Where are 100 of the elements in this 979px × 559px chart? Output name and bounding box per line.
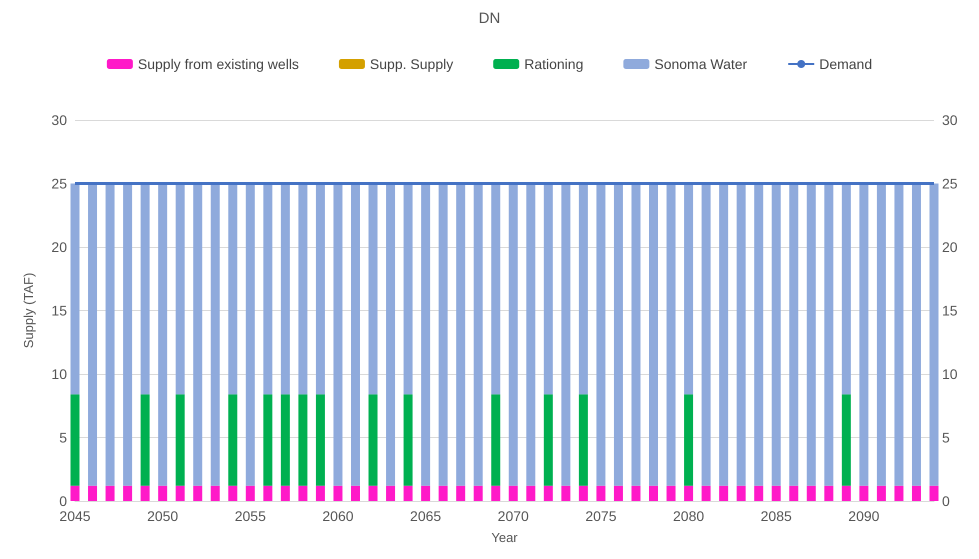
bar — [930, 184, 938, 486]
bar — [491, 394, 500, 486]
bar — [316, 394, 325, 486]
bar — [631, 184, 640, 486]
y2-tick-label: 20 — [942, 239, 958, 255]
bar — [596, 486, 606, 501]
bar — [684, 486, 694, 501]
x-axis-title: Year — [491, 530, 518, 545]
x-tick-label: 2065 — [410, 508, 442, 524]
y-axis-title: Supply (TAF) — [21, 272, 36, 348]
y2-tick-label: 5 — [942, 430, 950, 446]
bar — [912, 184, 921, 486]
bar — [350, 486, 360, 501]
bar — [614, 486, 623, 501]
bar — [386, 486, 396, 501]
bar — [666, 184, 676, 486]
y-tick-label: 5 — [59, 430, 68, 446]
bar — [578, 486, 588, 501]
bar — [474, 184, 483, 486]
x-tick-label: 2075 — [585, 508, 617, 524]
bar — [684, 184, 694, 394]
bar — [772, 184, 781, 486]
bar — [526, 486, 536, 501]
bar — [228, 184, 238, 394]
bar — [859, 184, 868, 486]
bar — [736, 184, 746, 486]
bar — [298, 394, 308, 486]
bar — [912, 486, 921, 501]
bar — [421, 184, 430, 486]
bar — [789, 184, 798, 486]
bar — [842, 184, 851, 394]
bar — [894, 184, 904, 486]
bar — [246, 486, 255, 501]
bar — [561, 184, 570, 486]
bar — [719, 184, 728, 486]
bar — [368, 394, 378, 486]
bar — [772, 486, 781, 501]
bar — [158, 486, 168, 501]
bar — [368, 486, 378, 501]
bar — [193, 486, 202, 501]
bar — [263, 184, 272, 394]
bar — [876, 486, 886, 501]
bar — [438, 184, 448, 486]
bar — [176, 394, 185, 486]
bar — [806, 486, 816, 501]
bar — [263, 486, 272, 501]
bar — [736, 486, 746, 501]
bar — [578, 394, 588, 486]
x-tick-label: 2050 — [147, 508, 178, 524]
bar — [350, 184, 360, 486]
y2-tick-label: 10 — [942, 366, 958, 382]
legend-label: Demand — [819, 56, 872, 72]
legend-label: Rationing — [524, 56, 584, 72]
y2-tick-label: 30 — [942, 112, 958, 128]
bar — [649, 486, 658, 501]
bar — [88, 184, 98, 486]
bar — [842, 486, 851, 501]
bar — [106, 184, 115, 486]
bar — [123, 486, 132, 501]
bar — [894, 486, 904, 501]
bar — [578, 184, 588, 394]
legend-label: Sonoma Water — [654, 56, 748, 72]
bar — [193, 184, 202, 486]
bar — [631, 486, 640, 501]
y-tick-label: 30 — [51, 112, 68, 128]
bar — [140, 184, 150, 394]
y2-tick-label: 15 — [942, 302, 958, 318]
bar — [561, 486, 570, 501]
bar — [754, 184, 764, 486]
bar — [508, 184, 518, 486]
y-tick-label: 10 — [51, 366, 68, 382]
bar — [456, 184, 466, 486]
bar — [88, 486, 98, 501]
bar — [298, 184, 308, 394]
bar — [386, 184, 396, 486]
x-tick-label: 2080 — [672, 508, 704, 524]
bar — [210, 486, 220, 501]
bar — [438, 486, 448, 501]
x-tick-label: 2070 — [498, 508, 530, 524]
bar — [140, 394, 150, 486]
bar — [614, 184, 623, 486]
bar — [526, 184, 536, 486]
x-tick-label: 2060 — [322, 508, 354, 524]
bar — [70, 486, 80, 501]
bar — [368, 184, 378, 394]
bar — [491, 486, 500, 501]
bar — [333, 184, 342, 486]
bar — [544, 184, 553, 394]
bar — [176, 486, 185, 501]
bar — [702, 486, 711, 501]
bar — [649, 184, 658, 486]
bar — [280, 394, 290, 486]
x-tick-label: 2090 — [848, 508, 880, 524]
bar — [70, 184, 80, 394]
bar — [176, 184, 185, 394]
y-tick-label: 0 — [59, 493, 68, 509]
bar — [333, 486, 342, 501]
bar — [246, 184, 255, 486]
bar — [824, 184, 834, 486]
bar — [684, 394, 694, 486]
